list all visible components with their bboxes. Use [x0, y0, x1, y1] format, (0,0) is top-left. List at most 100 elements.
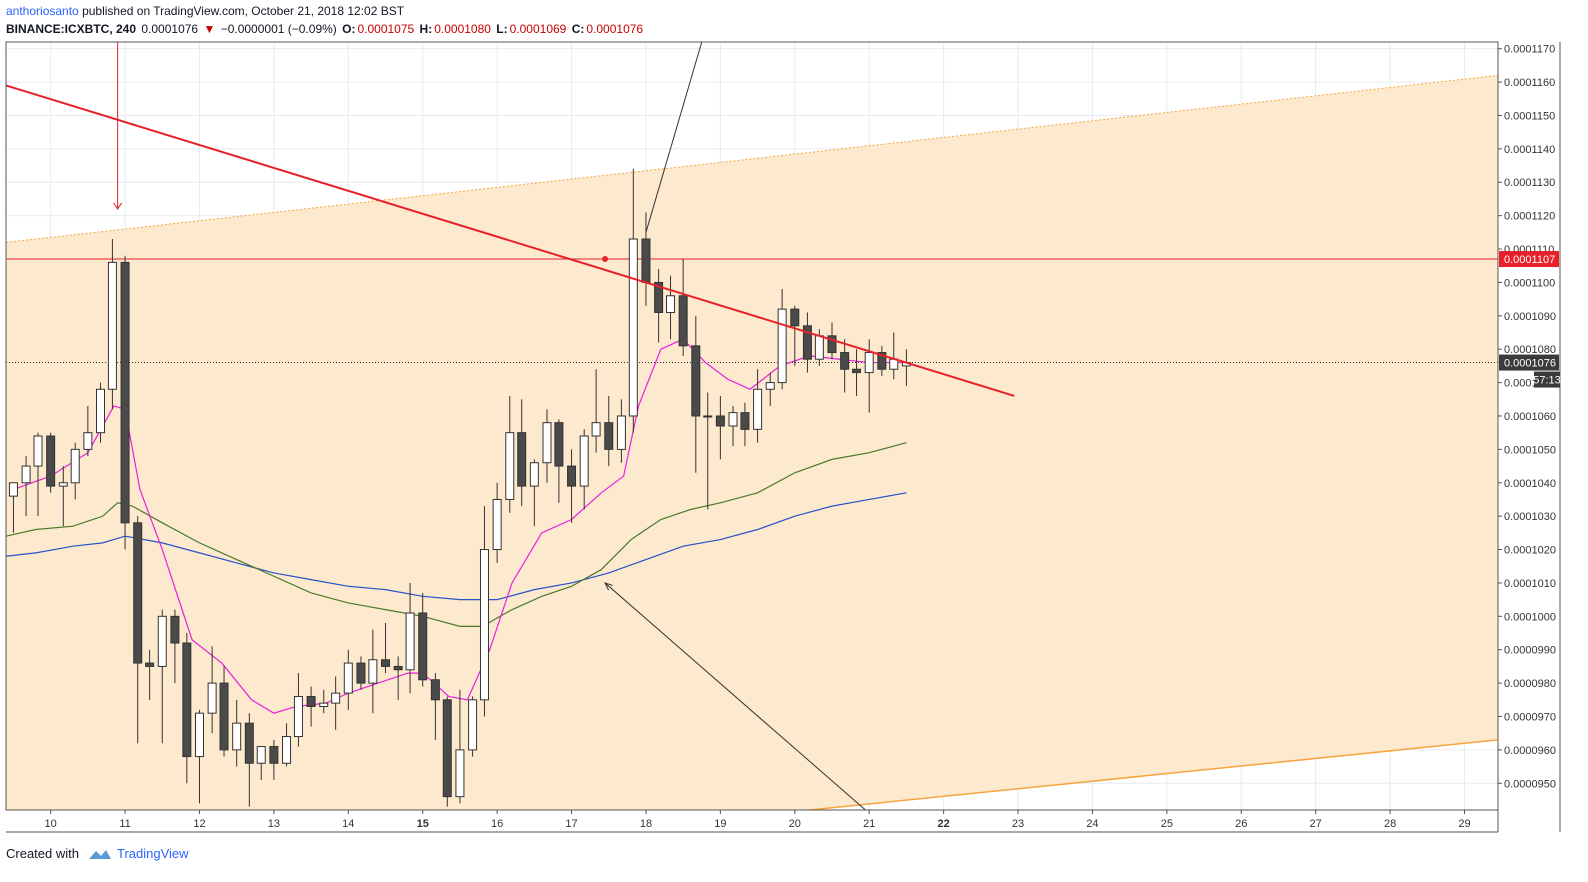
- x-tick-label: 17: [565, 818, 577, 830]
- y-tick-label: 0.0001080: [1504, 344, 1556, 356]
- candle-body: [790, 308, 800, 327]
- candle-body: [579, 435, 589, 487]
- candle-body: [405, 612, 415, 671]
- high-label: H:: [419, 22, 433, 36]
- candle-body: [120, 261, 130, 524]
- candle-body: [542, 422, 552, 464]
- last-price-label: 0.0001076: [1504, 358, 1556, 370]
- x-tick-label: 24: [1086, 818, 1098, 830]
- candle-body: [219, 682, 229, 751]
- candle-body: [430, 679, 440, 701]
- x-tick-label: 28: [1384, 818, 1396, 830]
- y-tick-label: 0.0000950: [1504, 778, 1556, 790]
- y-tick-label: 0.0001150: [1504, 110, 1555, 122]
- created-with-text: Created with: [6, 846, 79, 861]
- candles: [8, 168, 911, 807]
- candle-body: [83, 432, 93, 450]
- x-tick-label: 18: [640, 818, 652, 830]
- y-tick-label: 0.0000960: [1504, 745, 1556, 757]
- candle-body: [604, 422, 614, 450]
- candle-body: [753, 388, 763, 430]
- candle-body: [777, 308, 787, 384]
- hline-price-tag: [1499, 251, 1559, 268]
- candle-body: [728, 412, 738, 427]
- candle-body: [58, 482, 68, 487]
- candle-body: [319, 702, 329, 707]
- x-tick-label: 10: [45, 818, 57, 830]
- candle-body: [133, 522, 143, 664]
- x-tick-label: 12: [193, 818, 205, 830]
- x-tick-label: 19: [714, 818, 726, 830]
- candle-body: [331, 692, 341, 704]
- candle-body: [678, 295, 688, 347]
- y-tick-label: 0.0001010: [1504, 578, 1556, 590]
- x-tick-label: 25: [1161, 818, 1173, 830]
- y-tick-label: 0.0001130: [1504, 177, 1555, 189]
- candle-body: [703, 415, 713, 418]
- candle-body: [232, 722, 242, 751]
- candle-body: [282, 736, 292, 764]
- channel-lower-line: [809, 739, 1499, 811]
- x-tick-label: 14: [342, 818, 354, 830]
- tradingview-cloud-icon: [88, 849, 111, 859]
- candle-body: [877, 352, 887, 370]
- candle-body: [691, 345, 701, 417]
- y-tick-label: 0.0001020: [1504, 545, 1556, 557]
- candle-body: [356, 662, 366, 684]
- candle-body: [21, 465, 31, 484]
- candle-body: [666, 295, 676, 313]
- channel: [5, 74, 1499, 811]
- candle-body: [715, 415, 725, 427]
- x-tick-label: 23: [1012, 818, 1024, 830]
- y-tick-label: 0.0000970: [1504, 712, 1556, 724]
- candle-body: [418, 612, 428, 681]
- x-tick-label: 13: [268, 818, 280, 830]
- candle-body: [567, 465, 577, 487]
- axes: 0.0001170 0.0001160 0.0001150 0.0001140 0.00…: [5, 41, 1561, 833]
- last-price: 0.0001076: [141, 22, 199, 36]
- y-tick-label: 0.0001090: [1504, 311, 1556, 323]
- candle-body: [107, 261, 117, 390]
- x-tick-label: 16: [491, 818, 503, 830]
- y-tick-label: 0.0001050: [1504, 444, 1556, 456]
- annotation-arrow-head: [604, 582, 613, 591]
- ma-blue-line: [5, 492, 907, 601]
- y-tick-label: 0.0001160: [1504, 77, 1555, 89]
- candle-body: [852, 368, 862, 374]
- candle-body: [765, 382, 775, 390]
- x-tick-label: 27: [1310, 818, 1322, 830]
- drawings: [5, 41, 1015, 811]
- candle-body: [529, 462, 539, 487]
- y-tick-label: 0.0001040: [1504, 478, 1556, 490]
- annotation-line: [645, 41, 703, 233]
- low-value: 0.0001069: [509, 22, 567, 36]
- x-tick-label: 26: [1235, 818, 1247, 830]
- x-tick-label: 21: [863, 818, 875, 830]
- y-tick-label: 0.0000980: [1504, 678, 1556, 690]
- tradingview-link[interactable]: TradingView: [116, 846, 189, 861]
- candle-body: [145, 662, 155, 667]
- candle-body: [505, 432, 515, 500]
- hline-price-label: 0.0001107: [1504, 254, 1555, 266]
- footer: Created with TradingView: [6, 846, 189, 861]
- candle-body: [381, 659, 391, 667]
- y-tick-label: 0.0001000: [1504, 611, 1556, 623]
- candle-body: [827, 335, 837, 354]
- ema-pink-line: [13, 338, 907, 714]
- close-value: 0.0001076: [586, 22, 644, 36]
- red-dot: [602, 256, 609, 263]
- publish-line: anthoriosanto published on TradingView.c…: [6, 4, 404, 18]
- candle-body: [368, 659, 378, 684]
- candle-body: [207, 682, 217, 714]
- y-tick-label: 0.0001140: [1504, 144, 1555, 156]
- candle-body: [157, 615, 167, 667]
- y-tick-label: 0.0000990: [1504, 645, 1556, 657]
- x-tick-label: 22: [937, 818, 949, 830]
- author-link[interactable]: anthoriosanto: [6, 4, 79, 18]
- channel-fill: [6, 75, 1498, 811]
- candle-body: [840, 352, 850, 370]
- candle-body: [468, 699, 478, 751]
- candle-body: [8, 482, 18, 497]
- candle-body: [628, 238, 638, 417]
